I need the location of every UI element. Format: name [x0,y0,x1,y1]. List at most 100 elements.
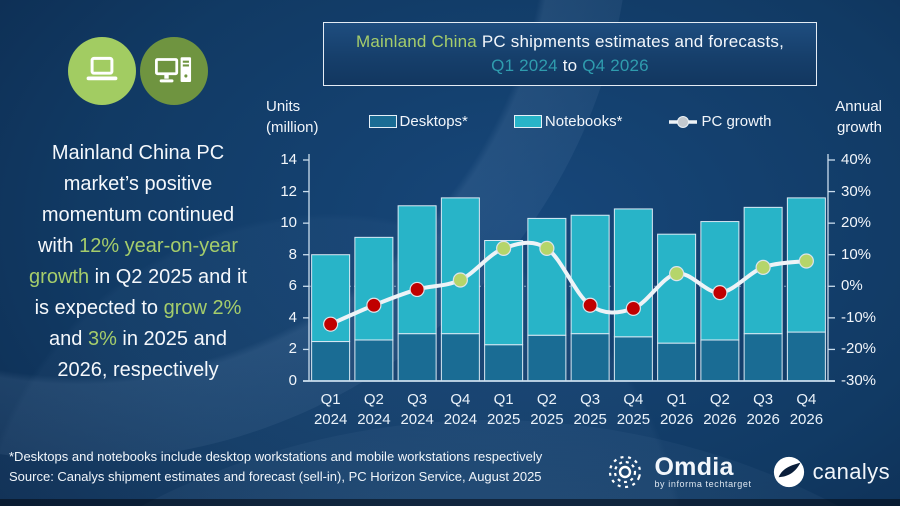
left-axis-title: Units (million) [266,96,319,138]
left-axis-tick-label-10: 10 [280,214,297,232]
commentary-highlight: grow 2% [163,297,242,319]
legend-label-notebooks: Notebooks* [544,113,623,130]
bar-notebooks-q4-2024 [440,197,480,335]
x-axis-label-q4-2025: Q4 2025 [602,390,664,430]
x-axis-label-line: 2024 [443,411,478,428]
footnote-block: *Desktops and notebooks include desktop … [9,447,634,487]
title-range-sep: to [557,56,583,75]
legend-label-desktops: Desktops* [399,113,468,130]
bar-desktops-q3-2026 [743,333,783,382]
legend-line-marker-icon [669,115,698,128]
bar-desktops-q1-2024 [311,341,351,382]
pc-growth-point-q4-2025 (-7%) [625,300,641,316]
commentary-text: Mainland China PC market’s positive mome… [37,142,235,257]
bar-notebooks-q2-2024 [354,236,394,341]
bar-desktops-q4-2025 [613,336,653,382]
canalys-swoosh-icon [773,456,804,488]
commentary-highlight: 12% year-on-year growth [29,235,239,288]
bottom-edge-band [0,499,900,506]
x-axis-label-line: Q3 [753,391,774,408]
summary-commentary: Mainland China PC market’s positive mome… [22,138,254,386]
left-axis-tick-label-4: 4 [288,308,297,326]
desktop-pc-icon-circle [140,37,208,105]
bar-notebooks-q1-2025 [484,240,524,346]
title-rest: PC shipments estimates and forecasts, [476,32,785,51]
x-axis-label-q1-2025: Q1 2025 [473,390,535,430]
x-axis-label-q3-2026: Q3 2026 [732,390,794,430]
x-axis-label-line: Q4 [450,391,471,408]
right-axis-tick-label-0: 0% [841,277,863,295]
left-axis-tick-label-2: 2 [288,340,297,358]
x-axis-label-line: 2025 [616,411,651,428]
left-axis-tick-label-12: 12 [280,182,297,200]
x-axis-label-q3-2025: Q3 2025 [559,390,621,430]
x-axis-label-line: 2025 [530,411,564,428]
bar-notebooks-q2-2025 [527,217,567,336]
x-axis-label-line: 2024 [313,411,348,428]
omdia-tagline: by informa techtarget [654,479,752,489]
bar-desktops-q4-2024 [440,333,480,382]
x-axis-label-line: 2024 [357,411,391,428]
laptop-icon [86,56,118,81]
x-axis-label-line: Q4 [623,391,644,408]
x-axis-label-line: Q2 [536,391,557,408]
right-axis-title-line1: Annual [835,98,882,115]
chart-title-line1: Mainland China PC shipments estimates an… [324,30,816,54]
left-axis-tick-label-0: 0 [288,372,297,389]
canalys-name: canalys [812,459,890,484]
logo-row: Omdia by informa techtarget canalys [603,450,890,494]
bar-desktops-q2-2024 [354,339,394,382]
commentary-text: in Q2 2025 and it is expected to [34,266,247,319]
pc-growth-point-q2-2025 (12%) [539,240,555,256]
pc-growth-point-q3-2026 (6%) [755,259,771,275]
pc-growth-point-q1-2024 (-12%) [323,316,339,332]
pc-growth-point-q1-2026 (4%) [669,266,685,282]
right-axis-tick-label--20: -20% [841,340,877,358]
left-axis-tick-label-8: 8 [288,245,297,263]
x-axis-label-line: Q3 [580,391,601,408]
x-axis-label-line: Q2 [363,391,384,408]
bar-notebooks-q2-2026 [700,221,740,341]
bar-desktops-q2-2026 [700,339,740,382]
right-axis-tick-label-40: 40% [841,151,872,168]
x-axis-label-line: 2026 [746,411,780,428]
x-axis-label-line: Q4 [796,391,817,408]
left-axis-tick-label-6: 6 [288,277,297,295]
commentary-highlight: 3% [87,328,117,350]
footnote-text: *Desktops and notebooks include desktop … [9,449,543,464]
right-axis-title-line2: growth [836,119,882,136]
omdia-rings-icon [609,455,642,489]
bar-notebooks-q3-2025 [570,214,610,335]
bar-desktops-q3-2025 [570,333,610,382]
chart-title-line2: Q1 2024 to Q4 2026 [324,54,816,78]
x-axis-label-q4-2024: Q4 2024 [429,390,491,430]
pc-growth-point-q3-2024 (-1%) [409,281,425,298]
desktop-pc-icon [155,57,192,83]
pc-growth-point-q2-2024 (-6%) [366,297,382,313]
chart-legend: Desktops* Notebooks* PC growth [340,113,800,130]
x-axis-label-line: 2025 [486,411,521,428]
right-axis-tick-label-20: 20% [841,214,872,232]
right-axis-tick-label-30: 30% [841,182,872,200]
x-axis-label-q1-2024: Q1 2024 [300,390,362,430]
canalys-logo: canalys [772,455,890,489]
pc-growth-line [328,240,809,327]
legend-item-desktops: Desktops* [368,113,468,130]
x-axis-label-line: 2026 [789,411,824,428]
right-axis-tick-label-10: 10% [841,245,872,263]
x-axis-label-line: 2026 [659,411,694,428]
x-axis-label-line: 2026 [703,411,737,428]
x-axis-label-line: Q1 [320,391,341,408]
x-axis-label-line: Q1 [493,391,514,408]
title-range-from: Q1 2024 [491,56,558,75]
bar-desktops-q4-2026 [786,331,826,382]
x-axis-label-line: 2024 [400,411,434,428]
commentary-text: and [49,328,88,350]
chart-title-box: Mainland China PC shipments estimates an… [323,22,817,86]
right-axis-tick-label--10: -10% [841,308,877,326]
bar-desktops-q2-2025 [527,334,567,382]
x-axis-label-line: Q3 [407,391,428,408]
bar-notebooks-q3-2024 [397,205,437,335]
x-axis-label-line: Q2 [709,391,730,408]
